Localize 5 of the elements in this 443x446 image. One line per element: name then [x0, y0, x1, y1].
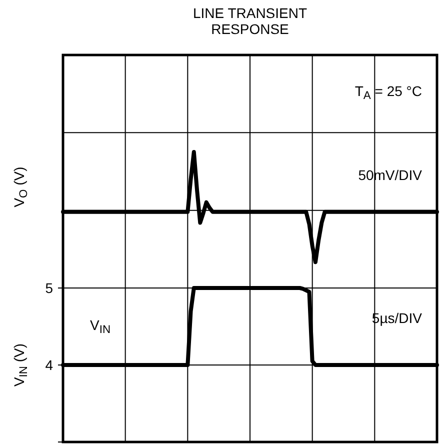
- text: T$_{A}$ = 25 °C: [354, 83, 422, 102]
- y-tick-label: 4: [45, 356, 54, 373]
- chart-title: LINE TRANSIENT RESPONSE: [192, 5, 308, 37]
- y-tick-label: 5: [45, 280, 54, 296]
- text: V$_{IN}$: [90, 317, 111, 336]
